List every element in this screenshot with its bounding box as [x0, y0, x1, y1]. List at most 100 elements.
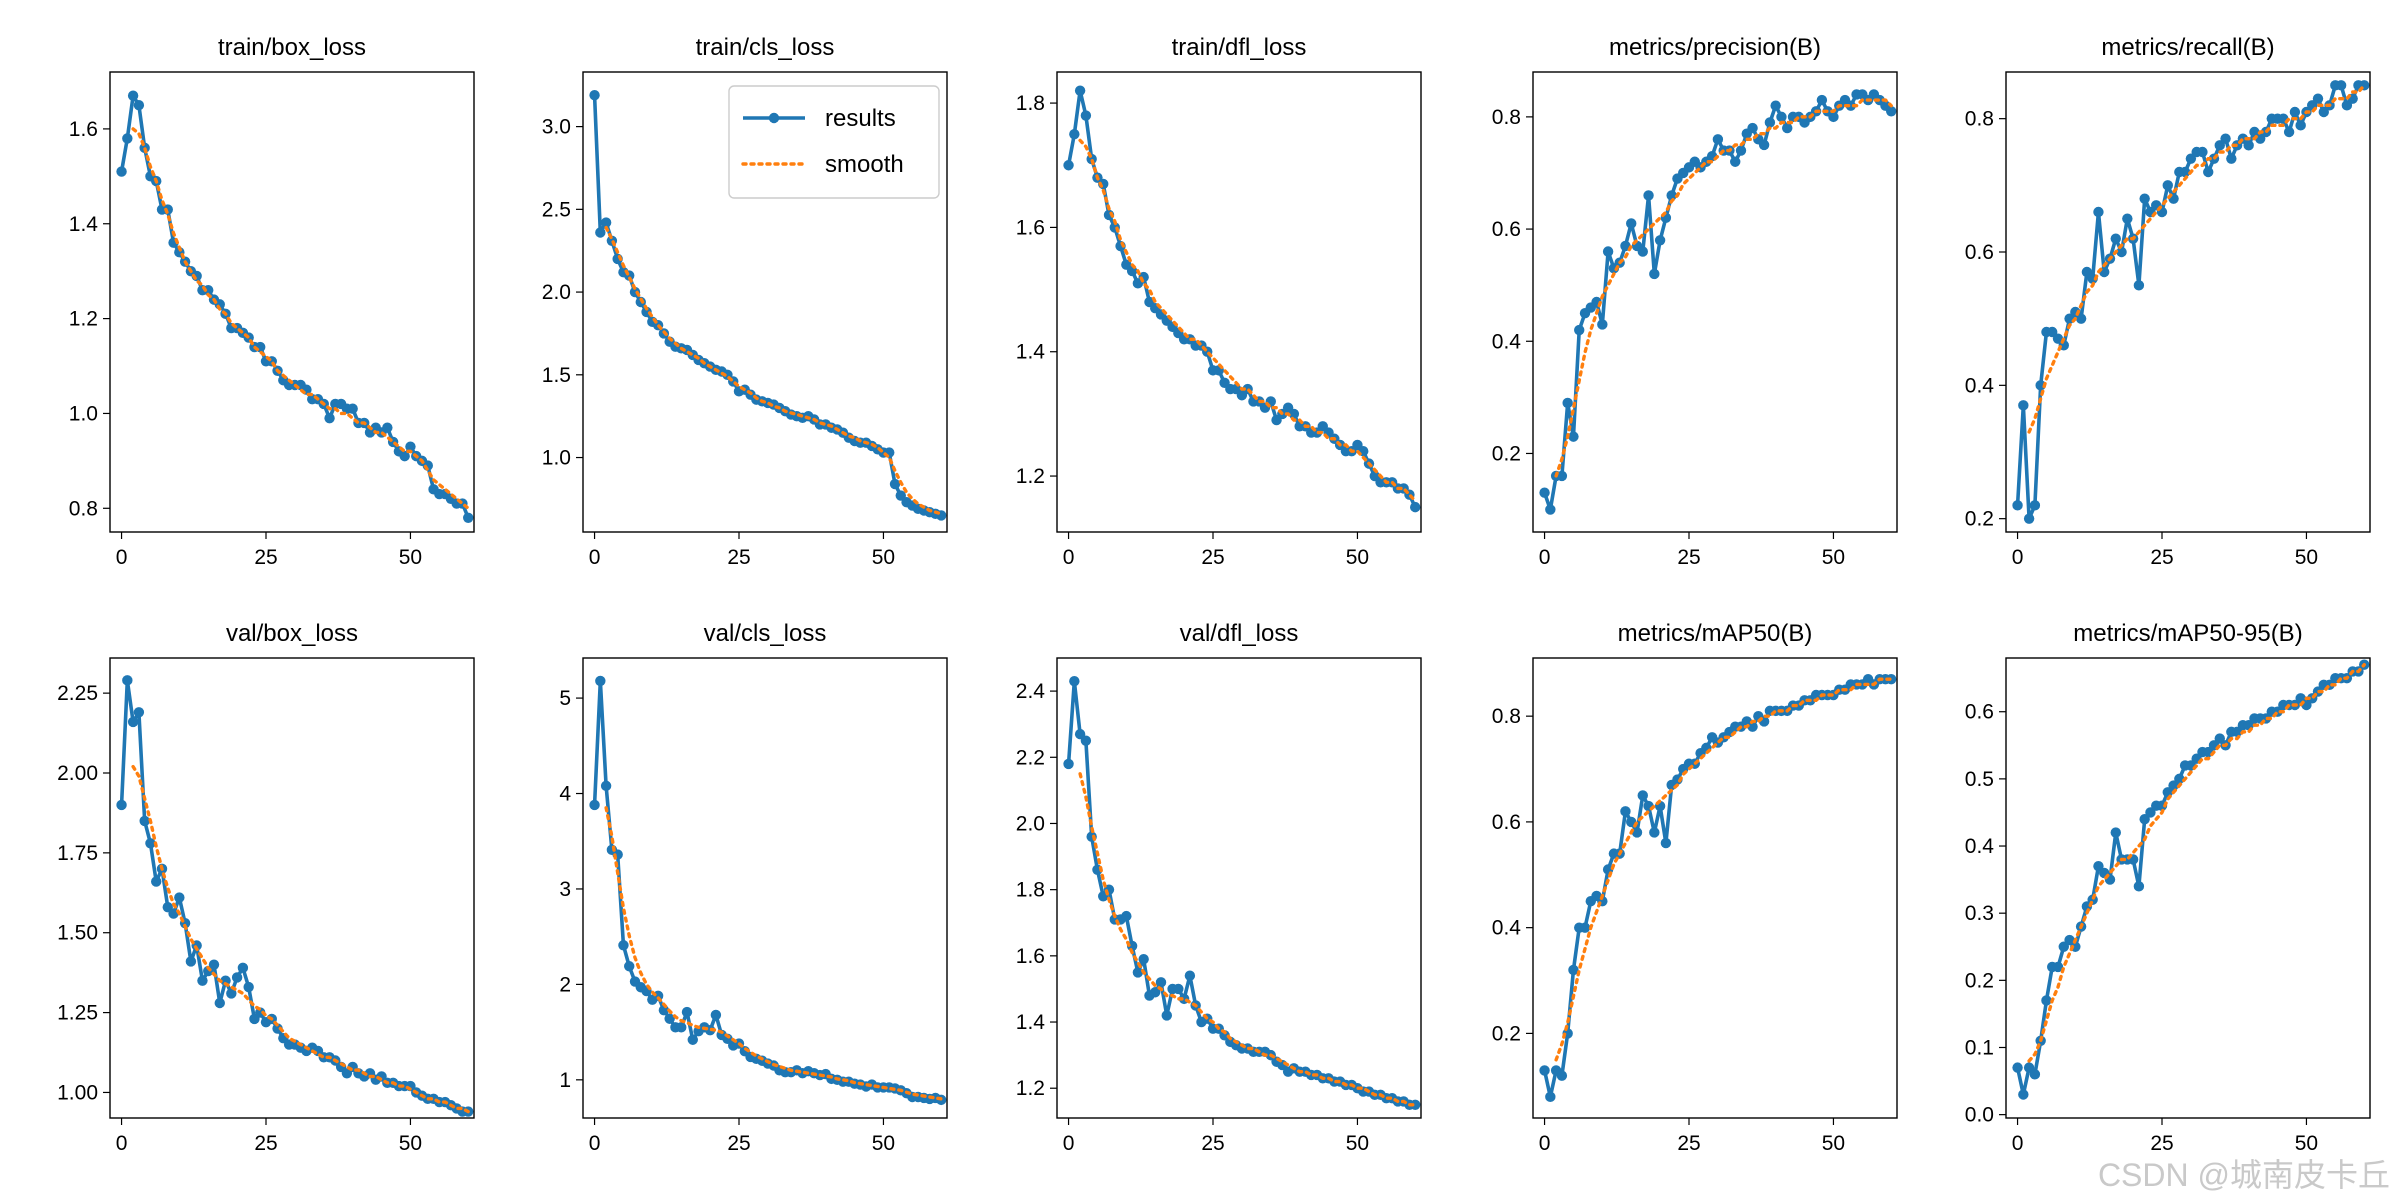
subplot-2: train/cls_loss 0 25 50 1.0 1.5 2.0 2.5 3.0 result… [542, 34, 948, 569]
axes-frame [582, 657, 948, 1119]
results-point [127, 90, 139, 101]
y-tick-label: 1.6 [69, 118, 98, 141]
results-point [2220, 133, 2231, 144]
x-tick-label: 50 [872, 546, 895, 569]
results-point [2289, 106, 2301, 118]
plot-area [2012, 80, 2370, 524]
results-point [214, 997, 225, 1009]
results-point [174, 892, 185, 903]
results-point [2012, 500, 2023, 511]
results-point [220, 975, 231, 986]
results-point [382, 422, 393, 433]
x-tick-label: 25 [2150, 1132, 2173, 1155]
x-tick-label: 50 [872, 1132, 895, 1155]
results-point [2162, 180, 2173, 191]
smooth-line [1554, 98, 1893, 478]
y-tick-label: 0.2 [1492, 1022, 1521, 1045]
results-point [1556, 1070, 1568, 1081]
results-point [399, 450, 410, 462]
results-point [2075, 313, 2087, 324]
results-point [1410, 1099, 1421, 1110]
y-tick-label: 1.75 [57, 842, 98, 865]
results-point [2029, 1069, 2041, 1080]
results-point [116, 166, 127, 177]
y-tick-label: 0.6 [1492, 811, 1521, 834]
smooth-line [131, 764, 470, 1114]
x-tick-label: 50 [399, 546, 422, 569]
results-point [1069, 675, 1080, 687]
results-point [1712, 134, 1724, 145]
subplot-4: metrics/precision(B) 0 25 50 0.2 0.4 0.6 0.8 [1492, 34, 1898, 569]
results-point [1568, 431, 1579, 442]
results-point [226, 988, 237, 999]
y-tick-label: 1.2 [1016, 465, 1045, 488]
x-tick-label: 0 [589, 1132, 601, 1155]
axes-frame [1056, 657, 1422, 1119]
results-point [1649, 268, 1660, 280]
results-point [1626, 218, 1637, 229]
results-point [208, 959, 220, 970]
y-tick-label: 1.6 [1016, 945, 1045, 968]
y-tick-label: 0.2 [1965, 969, 1994, 992]
plot-area [1063, 675, 1421, 1110]
y-tick-label: 0.4 [1492, 330, 1522, 353]
x-tick-label: 25 [727, 546, 750, 569]
x-tick-label: 25 [1677, 546, 1700, 569]
x-tick-label: 0 [116, 546, 128, 569]
results-point [1063, 758, 1074, 770]
results-point [1080, 110, 1092, 121]
results-point [1288, 408, 1300, 420]
y-tick-label: 0.8 [1492, 705, 1521, 728]
smooth-line [1078, 772, 1417, 1107]
y-tick-label: 1.0 [542, 447, 571, 470]
y-tick-label: 2 [559, 973, 571, 996]
results-point [1637, 246, 1648, 257]
y-tick-label: 0.8 [69, 497, 98, 520]
axes-frame [1532, 71, 1898, 533]
y-tick-label: 1.50 [57, 922, 98, 945]
results-point [624, 961, 635, 972]
subplot-5: metrics/recall(B) 0 25 50 0.2 0.4 0.6 0.8 [1965, 34, 2371, 569]
smooth-line [604, 225, 943, 516]
results-point [1074, 85, 1086, 96]
results-point [2110, 233, 2121, 244]
results-point [139, 815, 150, 827]
results-point [2197, 146, 2208, 158]
smooth-line [131, 127, 470, 510]
plot-area [1539, 89, 1897, 515]
results-point [2052, 961, 2064, 973]
results-point [1150, 987, 1161, 998]
y-tick-label: 1.25 [57, 1002, 98, 1025]
plot-area [589, 89, 947, 521]
subplot-title: val/box_loss [226, 620, 358, 647]
results-point [589, 799, 600, 811]
plot-area [116, 90, 474, 523]
results-point [1649, 827, 1660, 838]
x-tick-label: 25 [254, 1132, 277, 1155]
y-tick-label: 2.25 [57, 682, 98, 705]
results-point [2018, 1089, 2029, 1100]
x-tick-label: 0 [116, 1132, 128, 1155]
results-point [2012, 1062, 2023, 1073]
subplot-title: metrics/precision(B) [1609, 34, 1821, 61]
smooth-line [1554, 677, 1893, 1062]
results-point [2243, 140, 2254, 151]
plot-area [116, 675, 474, 1117]
legend-results-marker [768, 112, 780, 124]
results-point [589, 89, 600, 101]
results-point [1579, 922, 1591, 933]
results-point [1747, 122, 1758, 134]
plot-area [2012, 659, 2370, 1100]
results-point [2110, 827, 2121, 838]
subplot-1: train/box_loss 0 25 50 0.8 1.0 1.2 1.4 1.6 [69, 34, 475, 569]
y-tick-label: 2.0 [1016, 812, 1045, 835]
y-tick-label: 1.5 [542, 364, 571, 387]
results-point [2226, 153, 2237, 164]
watermark: CSDN @城南皮卡丘 [2097, 1157, 2390, 1193]
results-line [1066, 88, 1417, 508]
y-tick-label: 0.5 [1965, 768, 1994, 791]
subplot-9: metrics/mAP50(B) 0 25 50 0.2 0.4 0.6 0.8 [1492, 620, 1898, 1155]
x-tick-label: 50 [2295, 1132, 2318, 1155]
results-point [1620, 806, 1631, 817]
x-tick-label: 25 [727, 1132, 750, 1155]
